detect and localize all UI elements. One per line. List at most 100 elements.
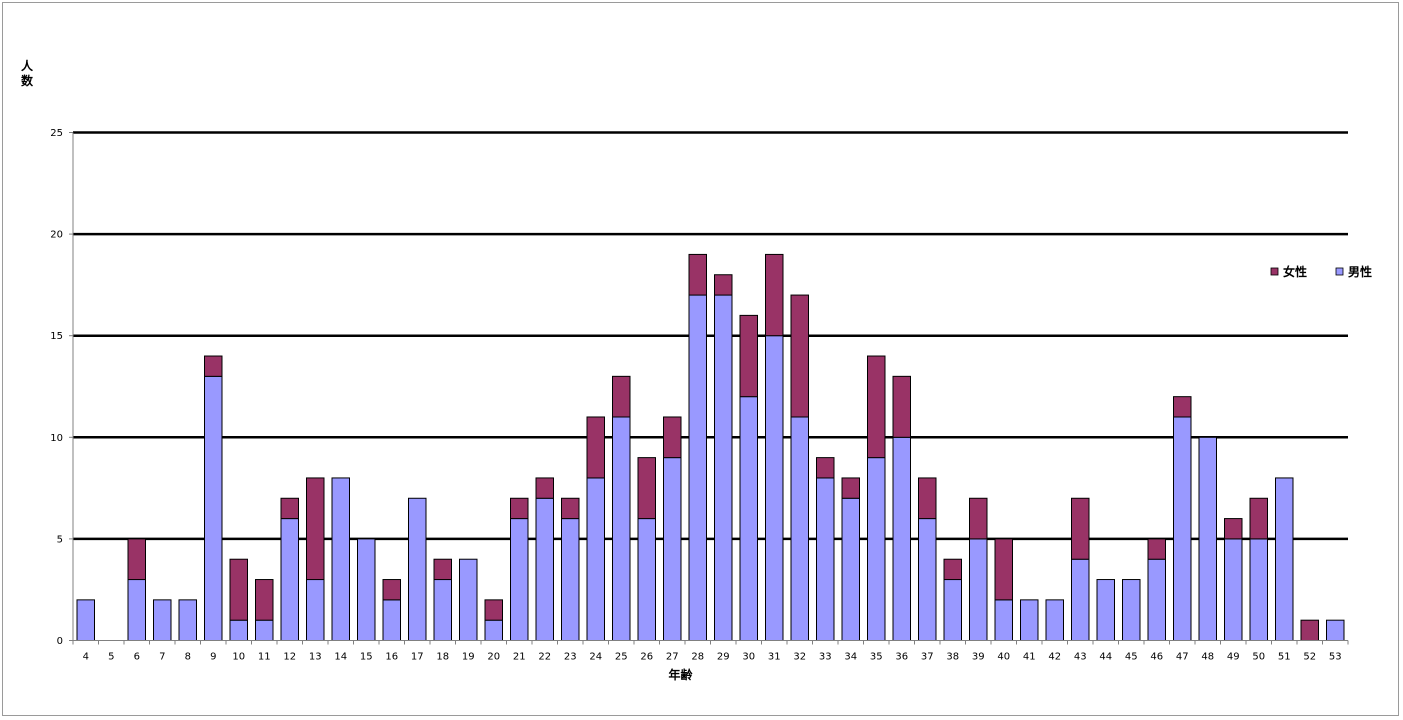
bar-male-34 bbox=[841, 497, 860, 642]
bar-male-38 bbox=[943, 579, 962, 641]
bar-female-34 bbox=[841, 477, 860, 499]
bar-male-18 bbox=[433, 579, 452, 641]
x-tick-label: 49 bbox=[1227, 652, 1240, 663]
x-tick-label: 7 bbox=[159, 652, 165, 663]
y-tick-label: 10 bbox=[50, 433, 63, 444]
bar-male-20 bbox=[484, 619, 503, 641]
bar-male-26 bbox=[637, 518, 656, 642]
bar-female-46 bbox=[1147, 538, 1166, 560]
x-tick-label: 18 bbox=[436, 652, 449, 663]
x-tick-label: 35 bbox=[870, 652, 883, 663]
x-tick-label: 13 bbox=[309, 652, 322, 663]
x-tick-label: 22 bbox=[538, 652, 551, 663]
x-tick-label: 43 bbox=[1074, 652, 1087, 663]
x-tick-label: 51 bbox=[1278, 652, 1291, 663]
x-tick-label: 23 bbox=[564, 652, 577, 663]
bar-male-44 bbox=[1096, 579, 1115, 641]
bar-male-29 bbox=[714, 294, 733, 641]
bars-group bbox=[76, 253, 1345, 642]
legend: 女性 男性 bbox=[1270, 264, 1372, 279]
legend-swatch-0 bbox=[1270, 267, 1279, 276]
x-tick-label: 27 bbox=[666, 652, 679, 663]
bar-female-23 bbox=[561, 497, 580, 520]
bar-female-38 bbox=[943, 558, 962, 581]
x-tick-label: 39 bbox=[972, 652, 985, 663]
x-tick-label: 46 bbox=[1150, 652, 1163, 663]
legend-label-0: 女性 bbox=[1283, 264, 1307, 279]
x-tick-label: 36 bbox=[895, 652, 908, 663]
bar-female-16 bbox=[382, 579, 401, 601]
x-tick-labels: 4 5 6 7 8 9 10 11 12 13 14 15 16 17 18 19 20 21 22 23 24 25 26… bbox=[83, 652, 1342, 663]
bar-female-37 bbox=[918, 477, 937, 520]
y-axis-title-line2: 数 bbox=[21, 73, 34, 88]
x-tick-label: 38 bbox=[946, 652, 959, 663]
bar-male-14 bbox=[331, 477, 350, 641]
x-tick-label: 12 bbox=[283, 652, 296, 663]
x-tick-label: 17 bbox=[411, 652, 424, 663]
bar-male-9 bbox=[204, 375, 223, 641]
bar-male-21 bbox=[510, 518, 529, 642]
bar-female-49 bbox=[1224, 518, 1243, 540]
x-tick-label: 31 bbox=[768, 652, 781, 663]
bar-male-46 bbox=[1147, 558, 1166, 641]
bar-male-16 bbox=[382, 599, 401, 641]
bar-female-43 bbox=[1071, 497, 1090, 560]
bar-female-26 bbox=[637, 457, 656, 520]
bar-male-10 bbox=[229, 619, 248, 641]
bar-female-27 bbox=[663, 416, 682, 459]
y-tick-label: 0 bbox=[57, 636, 63, 647]
x-tick-label: 32 bbox=[793, 652, 806, 663]
bar-male-22 bbox=[535, 497, 554, 642]
gridlines bbox=[73, 131, 1348, 541]
x-axis-title: 年齢 bbox=[668, 667, 693, 682]
bar-male-53 bbox=[1326, 619, 1345, 641]
bar-male-15 bbox=[357, 538, 376, 642]
bar-male-36 bbox=[892, 436, 911, 641]
bar-male-39 bbox=[969, 538, 988, 642]
x-tick-label: 26 bbox=[640, 652, 653, 663]
bar-female-40 bbox=[994, 538, 1013, 601]
legend-label-1: 男性 bbox=[1348, 264, 1372, 279]
x-tick-label: 19 bbox=[462, 652, 475, 663]
x-tick-label: 15 bbox=[360, 652, 373, 663]
bar-male-13 bbox=[306, 579, 325, 641]
x-tick-label: 41 bbox=[1023, 652, 1036, 663]
x-tick-label: 28 bbox=[691, 652, 704, 663]
x-tick-label: 24 bbox=[589, 652, 602, 663]
x-tick-label: 37 bbox=[921, 652, 934, 663]
bar-male-43 bbox=[1071, 558, 1090, 641]
axes-group bbox=[69, 132, 1349, 645]
x-tick-label: 8 bbox=[185, 652, 191, 663]
bar-female-31 bbox=[765, 253, 784, 337]
bar-male-23 bbox=[561, 518, 580, 642]
x-tick-label: 33 bbox=[819, 652, 832, 663]
x-tick-label: 5 bbox=[108, 652, 114, 663]
bar-female-11 bbox=[255, 579, 274, 621]
bar-male-37 bbox=[918, 518, 937, 642]
bar-female-22 bbox=[535, 477, 554, 499]
bar-male-12 bbox=[280, 518, 299, 642]
y-tick-label: 20 bbox=[50, 230, 63, 241]
bar-female-9 bbox=[204, 355, 223, 377]
x-tick-label: 25 bbox=[615, 652, 628, 663]
bar-male-28 bbox=[688, 294, 707, 641]
bar-male-6 bbox=[127, 579, 146, 641]
bar-female-28 bbox=[688, 253, 707, 296]
bar-female-10 bbox=[229, 558, 248, 621]
bar-female-32 bbox=[790, 294, 809, 418]
x-tick-label: 48 bbox=[1201, 652, 1214, 663]
x-tick-label: 6 bbox=[134, 652, 140, 663]
bar-male-8 bbox=[178, 599, 197, 641]
x-tick-label: 47 bbox=[1176, 652, 1189, 663]
bar-male-50 bbox=[1249, 538, 1268, 642]
bar-male-32 bbox=[790, 416, 809, 642]
bar-male-49 bbox=[1224, 538, 1243, 642]
y-axis-title-line1: 人 bbox=[21, 58, 34, 73]
bar-male-24 bbox=[586, 477, 605, 641]
y-tick-label: 15 bbox=[50, 331, 63, 342]
x-tick-label: 42 bbox=[1048, 652, 1061, 663]
bar-male-19 bbox=[459, 558, 478, 641]
bar-female-24 bbox=[586, 416, 605, 479]
bar-male-11 bbox=[255, 619, 274, 641]
